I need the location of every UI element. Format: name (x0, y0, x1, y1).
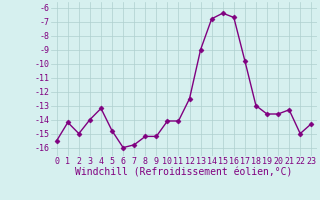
X-axis label: Windchill (Refroidissement éolien,°C): Windchill (Refroidissement éolien,°C) (75, 167, 293, 177)
